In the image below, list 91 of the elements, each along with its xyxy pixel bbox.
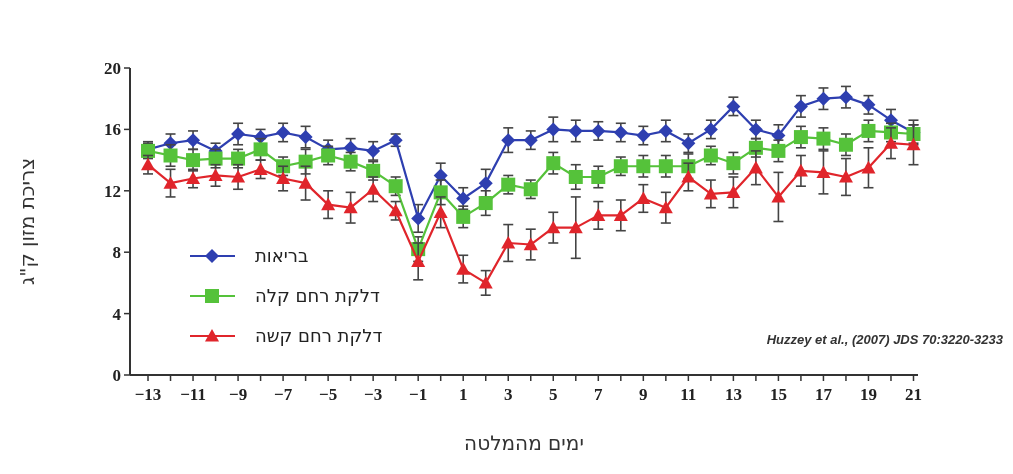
- point: [231, 127, 246, 142]
- point: [478, 196, 493, 211]
- point: [793, 130, 808, 145]
- point: [793, 99, 808, 114]
- point: [658, 159, 673, 174]
- point: [388, 203, 403, 217]
- point: [411, 254, 426, 268]
- x-tick-label: −9: [228, 385, 248, 404]
- point: [321, 197, 336, 211]
- point: [613, 208, 628, 221]
- point: [501, 133, 516, 148]
- x-tick-label: 1: [458, 385, 468, 404]
- x-tick-label: 11: [680, 385, 697, 404]
- point: [658, 123, 673, 138]
- point: [591, 169, 606, 184]
- point: [838, 169, 853, 183]
- point: [838, 90, 853, 105]
- x-tick-label: −3: [364, 385, 383, 404]
- point: [276, 171, 291, 185]
- x-tick-label: 7: [594, 385, 604, 404]
- point: [568, 123, 583, 138]
- y-tick-label: 12: [104, 181, 121, 201]
- point: [523, 237, 538, 251]
- point: [703, 186, 718, 200]
- point: [771, 143, 786, 158]
- legend-label: דלקת רחם קשה: [255, 325, 383, 346]
- x-axis-title: ימים מהמלטה: [464, 431, 584, 455]
- point: [591, 208, 606, 221]
- point: [141, 157, 156, 171]
- y-tick-label: 8: [112, 243, 121, 263]
- point: [433, 205, 448, 218]
- point: [906, 137, 921, 151]
- point: [411, 211, 426, 226]
- legend-label: דלקת רחם קלה: [255, 285, 380, 306]
- point: [636, 159, 651, 174]
- point: [501, 235, 516, 249]
- point: [568, 220, 583, 234]
- point: [298, 176, 313, 189]
- point: [163, 148, 178, 163]
- point: [253, 162, 268, 175]
- y-axis-title: צריכת מזון ק"ג: [15, 157, 39, 286]
- x-tick-label: 13: [724, 385, 742, 404]
- point: [186, 153, 201, 168]
- point: [861, 160, 876, 174]
- point: [456, 191, 471, 206]
- point: [433, 168, 448, 183]
- point: [636, 191, 651, 205]
- legend-label: בריאות: [255, 245, 309, 266]
- point: [186, 171, 201, 185]
- x-tick-label: 15: [769, 385, 787, 404]
- point: [163, 176, 178, 189]
- point: [793, 163, 808, 177]
- x-tick-label: −13: [134, 385, 162, 404]
- x-tick-label: 3: [503, 385, 513, 404]
- point: [816, 131, 831, 146]
- point: [343, 200, 358, 214]
- x-tick-label: 19: [859, 385, 877, 404]
- point: [861, 123, 876, 138]
- y-tick-label: 0: [112, 366, 121, 385]
- point: [456, 262, 471, 275]
- x-tick-label: 17: [814, 385, 833, 404]
- x-tick-label: −7: [274, 385, 293, 404]
- point: [816, 91, 831, 106]
- x-tick-label: 21: [905, 385, 922, 404]
- x-tick-label: −1: [409, 385, 428, 404]
- point: [816, 165, 831, 178]
- point: [546, 220, 561, 234]
- y-tick-label: 16: [104, 120, 121, 140]
- point: [681, 169, 696, 183]
- x-tick-label: −11: [180, 385, 206, 404]
- x-tick-label: 5: [549, 385, 558, 404]
- point: [748, 160, 763, 174]
- point: [546, 156, 561, 171]
- point: [298, 130, 313, 145]
- point: [658, 200, 673, 214]
- point: [771, 189, 786, 203]
- point: [726, 185, 741, 198]
- y-tick-label: 20: [104, 59, 121, 78]
- point: [478, 176, 493, 191]
- point: [726, 156, 741, 171]
- point: [883, 136, 898, 149]
- y-tick-label: 4: [112, 304, 122, 324]
- x-tick-label: 9: [639, 385, 648, 404]
- point: [456, 209, 471, 224]
- point: [568, 169, 583, 184]
- annotation: Huzzey et al., (2007) JDS 70:3220-3233: [766, 332, 1004, 347]
- x-tick-label: −5: [319, 385, 338, 404]
- point: [478, 275, 493, 289]
- point: [838, 137, 853, 152]
- point: [253, 142, 268, 157]
- point: [546, 122, 561, 137]
